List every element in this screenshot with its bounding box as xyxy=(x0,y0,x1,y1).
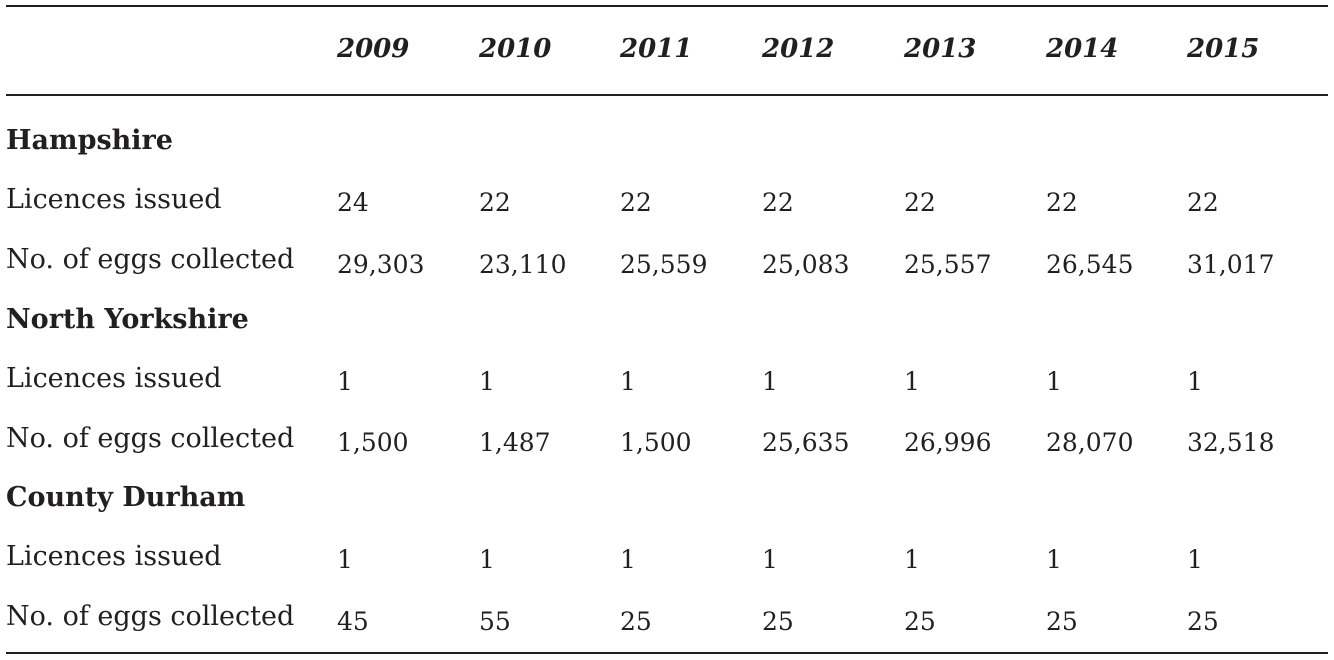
year-header: 2013 xyxy=(904,34,977,64)
year-header: 2010 xyxy=(479,34,552,64)
table-cell: 55 xyxy=(479,607,511,636)
row-label: No. of eggs collected xyxy=(6,423,295,454)
year-header: 2011 xyxy=(620,34,693,64)
table-cell: 1 xyxy=(620,545,636,574)
table-cell: 25 xyxy=(904,607,936,636)
year-header: 2009 xyxy=(337,34,410,64)
table-cell: 45 xyxy=(337,607,369,636)
table-cell: 25,083 xyxy=(762,250,850,279)
table-cell: 1 xyxy=(762,545,778,574)
bottom-rule xyxy=(6,652,1328,654)
row-label: No. of eggs collected xyxy=(6,601,295,632)
table-cell: 1 xyxy=(337,367,353,396)
table-cell: 26,545 xyxy=(1046,250,1134,279)
table-cell: 1,487 xyxy=(479,428,551,457)
table-cell: 1 xyxy=(904,545,920,574)
table-cell: 24 xyxy=(337,188,369,217)
table-cell: 25 xyxy=(620,607,652,636)
table-cell: 31,017 xyxy=(1187,250,1275,279)
row-label: Licences issued xyxy=(6,541,222,572)
table-cell: 25,559 xyxy=(620,250,708,279)
header-rule xyxy=(6,94,1328,96)
table-cell: 32,518 xyxy=(1187,428,1275,457)
table-cell: 22 xyxy=(1046,188,1078,217)
table-cell: 1,500 xyxy=(620,428,692,457)
row-label: Licences issued xyxy=(6,363,222,394)
table-cell: 25 xyxy=(762,607,794,636)
region-heading: County Durham xyxy=(6,482,246,513)
table-cell: 22 xyxy=(620,188,652,217)
region-heading: North Yorkshire xyxy=(6,304,249,335)
year-header: 2012 xyxy=(762,34,835,64)
table-cell: 25 xyxy=(1046,607,1078,636)
table-cell: 25 xyxy=(1187,607,1219,636)
table-cell: 28,070 xyxy=(1046,428,1134,457)
table-cell: 26,996 xyxy=(904,428,992,457)
table-cell: 29,303 xyxy=(337,250,425,279)
table-cell: 1 xyxy=(479,367,495,396)
table-cell: 1 xyxy=(904,367,920,396)
table-cell: 25,557 xyxy=(904,250,992,279)
top-rule xyxy=(6,5,1328,7)
table-cell: 22 xyxy=(1187,188,1219,217)
row-label: No. of eggs collected xyxy=(6,244,295,275)
table-cell: 22 xyxy=(762,188,794,217)
table-cell: 1 xyxy=(1046,367,1062,396)
table-cell: 22 xyxy=(904,188,936,217)
table-cell: 1 xyxy=(762,367,778,396)
year-header: 2014 xyxy=(1046,34,1119,64)
year-header: 2015 xyxy=(1187,34,1260,64)
table-cell: 22 xyxy=(479,188,511,217)
table-cell: 1 xyxy=(337,545,353,574)
table-cell: 1 xyxy=(1187,545,1203,574)
table-cell: 1 xyxy=(1187,367,1203,396)
table-cell: 1 xyxy=(1046,545,1062,574)
row-label: Licences issued xyxy=(6,184,222,215)
table-cell: 23,110 xyxy=(479,250,567,279)
table-cell: 1 xyxy=(620,367,636,396)
table-cell: 1,500 xyxy=(337,428,409,457)
table-cell: 25,635 xyxy=(762,428,850,457)
region-heading: Hampshire xyxy=(6,125,173,156)
table-cell: 1 xyxy=(479,545,495,574)
